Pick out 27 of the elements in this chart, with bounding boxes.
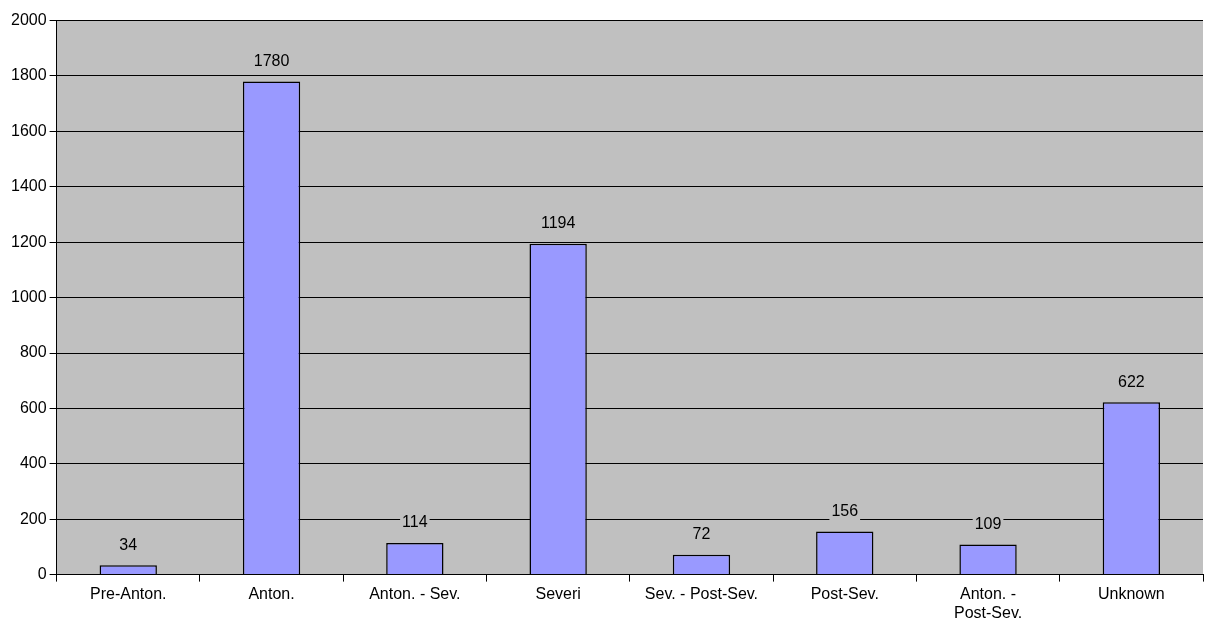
y-tick-label: 0 (37, 565, 47, 583)
data-label: 156 (831, 501, 859, 519)
y-tick-label: 1600 (11, 121, 47, 139)
x-tick-label: Severi (535, 584, 581, 602)
y-tick-label: 1000 (11, 288, 47, 306)
y-tick-label: 800 (19, 343, 47, 361)
x-tick-label: Anton. - Sev. (369, 584, 461, 602)
data-label: 1194 (540, 214, 576, 232)
y-tick-label: 1800 (11, 66, 47, 84)
data-label: 1780 (253, 51, 290, 69)
x-tick-label: Sev. - Post-Sev. (644, 584, 759, 602)
x-tick-label: Anton. (248, 584, 295, 602)
y-tick-label: 600 (19, 398, 47, 416)
data-label: 72 (692, 525, 711, 543)
x-tick-label: Post-Sev. (810, 584, 879, 602)
y-tick-label: 200 (19, 509, 47, 527)
y-tick-label: 400 (19, 454, 47, 472)
y-tick-label: 1400 (11, 177, 47, 195)
x-tick-label: Unknown (1098, 584, 1165, 602)
data-label: 622 (1118, 372, 1145, 390)
data-label: 109 (974, 514, 1002, 532)
x-tick-label: Pre-Anton. (90, 584, 167, 602)
y-tick-label: 2000 (11, 11, 47, 29)
data-label: 114 (402, 513, 428, 531)
data-label: 34 (119, 535, 138, 553)
x-tick-label: Anton. - Post-Sev. (953, 584, 1023, 621)
y-tick-label: 1200 (11, 232, 47, 250)
